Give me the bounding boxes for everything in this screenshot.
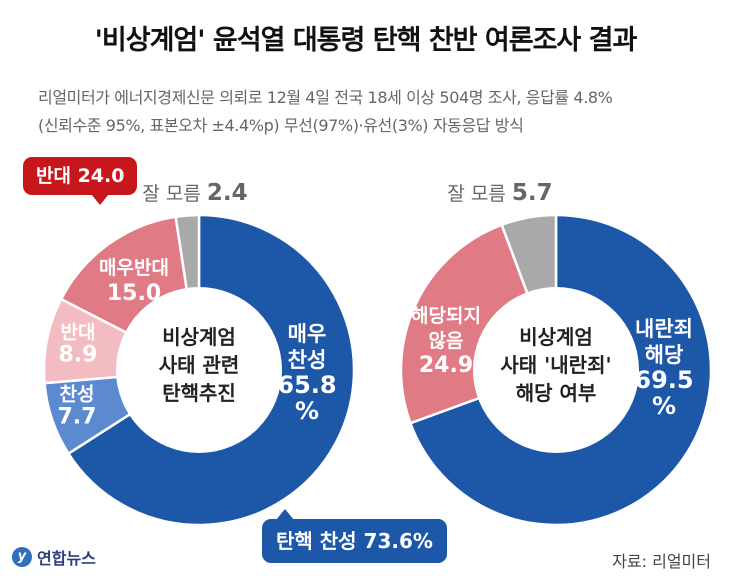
- pie-1-slice-5-label: 잘 모름 2.4: [142, 180, 247, 206]
- pie-2-slice-1-label: 내란죄 해당 69.5%: [634, 317, 693, 420]
- subtitle-line-2: (신뢰수준 95%, 표본오차 ±4.4%p) 무선(97%)·유선(3%) 자…: [38, 116, 524, 135]
- pie-2-center-label: 비상계엄 사태 '내란죄' 해당 여부: [500, 325, 611, 405]
- pie-1-slice-2-label: 찬성 7.7: [58, 384, 97, 430]
- yonhap-logo: y 연합뉴스: [12, 544, 96, 570]
- pie-1-slice-4-label: 매우반대 15.0: [99, 257, 169, 306]
- pie-1-slice-1-label: 매우 찬성 65.8%: [277, 322, 336, 425]
- logo-mark-icon: y: [12, 547, 32, 567]
- oppose-total-badge: 반대 24.0: [23, 157, 138, 205]
- pie-1-center-label: 비상계엄 사태 관련 탄핵추진: [159, 325, 240, 405]
- pie-2-slice-3-label: 잘 모름 5.7: [447, 180, 552, 206]
- page-title: '비상계엄' 윤석열 대통령 탄핵 찬반 여론조사 결과: [94, 25, 638, 56]
- pie-2-slice-2-label: 해당되지 않음 24.9: [411, 305, 481, 378]
- subtitle-line-1: 리얼미터가 에너지경제신문 의뢰로 12월 4일 전국 18세 이상 504명 …: [38, 88, 613, 107]
- support-total-badge: 탄핵 찬성 73.6%: [262, 509, 447, 563]
- pie-2-center-hole: [473, 287, 639, 453]
- pie-1-slice-3-label: 반대 8.9: [59, 322, 98, 368]
- logo-text: 연합뉴스: [37, 549, 96, 568]
- pie-1-center-hole: [116, 287, 282, 453]
- source-credit: 자료: 리얼미터: [612, 552, 711, 571]
